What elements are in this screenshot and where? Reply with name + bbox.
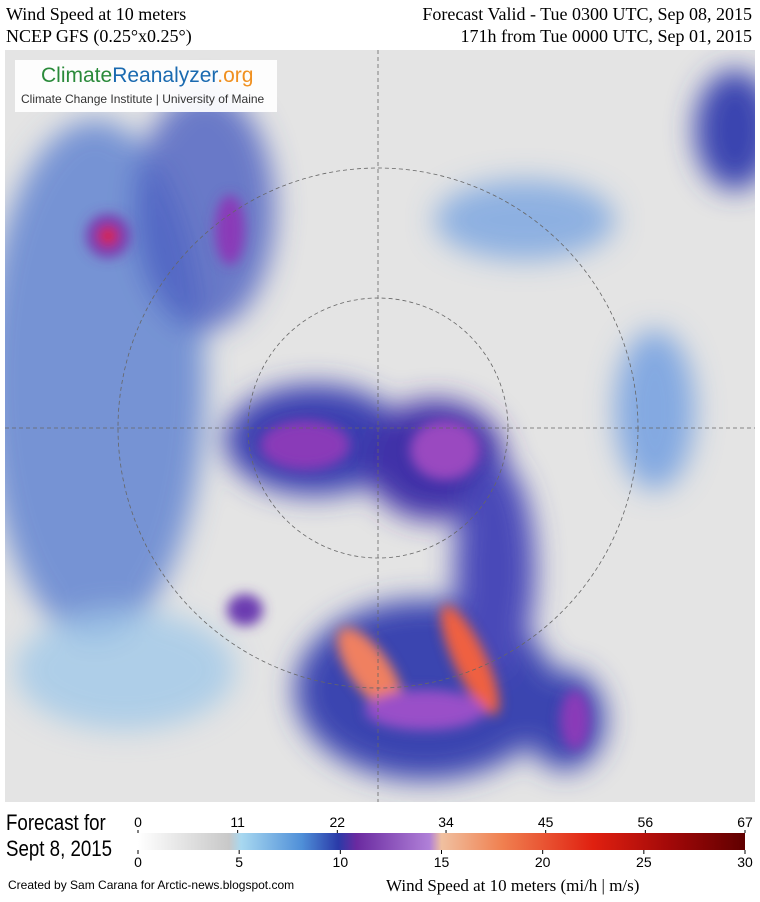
subtitle: NCEP GFS (0.25°x0.25°) bbox=[6, 26, 192, 46]
wind-maxima bbox=[86, 195, 590, 750]
forecast-line: Sept 8, 2015 bbox=[6, 836, 113, 861]
mph-tick-label: 34 bbox=[438, 814, 454, 830]
logo: ClimateReanalyzer.org Climate Change Ins… bbox=[15, 60, 277, 112]
mph-tick-label: 67 bbox=[737, 814, 753, 830]
ms-tick-label: 0 bbox=[134, 854, 142, 870]
credit: Created by Sam Carana for Arctic-news.bl… bbox=[8, 878, 295, 892]
forecast-label: Forecast for Sept 8, 2015 bbox=[6, 810, 112, 862]
ms-tick-label: 10 bbox=[333, 854, 349, 870]
mph-tick-label: 56 bbox=[638, 814, 654, 830]
logo-part: Climate bbox=[41, 64, 113, 87]
wind-map bbox=[5, 50, 755, 802]
graticule bbox=[5, 50, 755, 802]
forecast-line: Forecast for bbox=[6, 810, 106, 835]
mph-tick-label: 0 bbox=[134, 814, 142, 830]
ms-tick-label: 20 bbox=[535, 854, 551, 870]
run-time: 171h from Tue 0000 UTC, Sep 01, 2015 bbox=[460, 26, 752, 46]
legend-title: Wind Speed at 10 meters (mi/h | m/s) bbox=[386, 876, 640, 895]
colorbar-ticks: 0 11 22 34 45 56 67 0 5 10 15 20 25 30 bbox=[134, 814, 753, 870]
logo-part: Reanalyzer bbox=[112, 64, 218, 87]
ms-tick-label: 30 bbox=[737, 854, 753, 870]
ms-tick-label: 15 bbox=[434, 854, 450, 870]
valid-time: Forecast Valid - Tue 0300 UTC, Sep 08, 2… bbox=[422, 4, 752, 24]
mph-tick-label: 11 bbox=[230, 814, 245, 830]
logo-subtitle: Climate Change Institute | University of… bbox=[21, 92, 265, 106]
logo-text: ClimateReanalyzer.org bbox=[41, 64, 253, 88]
mph-tick-label: 45 bbox=[538, 814, 554, 830]
mph-tick-label: 22 bbox=[330, 814, 346, 830]
title: Wind Speed at 10 meters bbox=[6, 4, 187, 24]
logo-part: .org bbox=[217, 64, 254, 87]
ms-tick-label: 5 bbox=[235, 854, 243, 870]
ms-tick-label: 25 bbox=[636, 854, 652, 870]
colorbar bbox=[138, 833, 745, 850]
